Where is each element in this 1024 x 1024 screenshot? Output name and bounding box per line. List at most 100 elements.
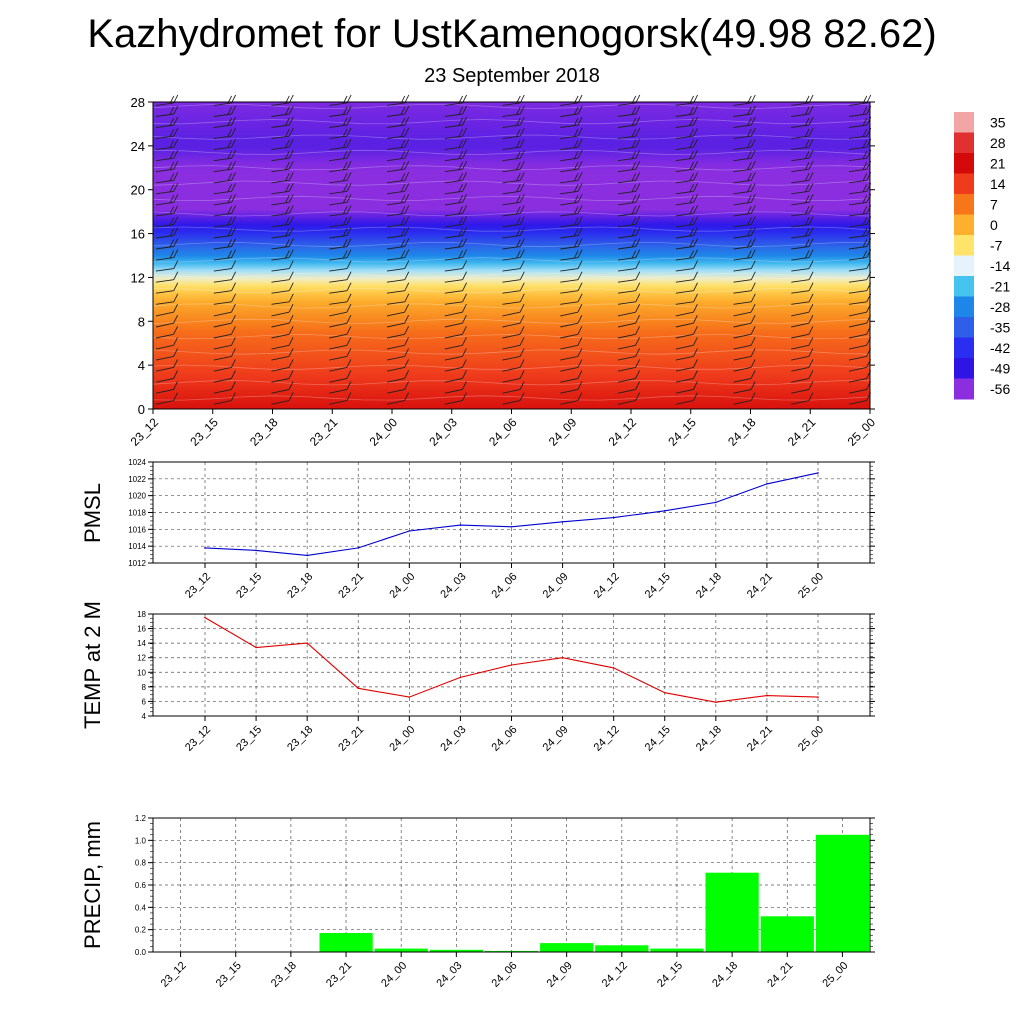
wind-barb xyxy=(733,337,756,350)
y-tick-label: 12 xyxy=(137,654,146,663)
wind-barb xyxy=(386,194,410,206)
x-tick-label: 23_15 xyxy=(187,415,221,449)
wind-barb xyxy=(733,303,756,317)
contour-line xyxy=(152,134,871,140)
wind-barb xyxy=(329,303,352,317)
x-tick-label: 24_15 xyxy=(643,724,673,754)
wind-barb xyxy=(155,260,179,272)
wind-barb xyxy=(444,260,468,272)
wind-barb xyxy=(733,314,756,328)
wind-barb xyxy=(386,381,410,394)
pmsl-point xyxy=(817,472,819,474)
wind-barb xyxy=(502,172,525,184)
wind-barb xyxy=(791,238,814,250)
wind-barb xyxy=(213,271,237,283)
wind-barb xyxy=(271,249,294,261)
x-tick-label: 25_00 xyxy=(796,571,826,601)
y-tick-label: 0.0 xyxy=(135,948,147,957)
pmsl-point xyxy=(561,521,564,523)
wind-barb xyxy=(733,149,756,162)
wind-barb xyxy=(155,127,179,140)
wind-barb xyxy=(444,127,468,140)
temp-ylabel: TEMP at 2 M xyxy=(80,601,105,729)
x-tick-label: 24_12 xyxy=(592,571,622,601)
wind-barb xyxy=(271,183,294,195)
colorbar-swatch xyxy=(954,276,974,297)
x-tick-label: 23_12 xyxy=(159,960,189,990)
wind-barb xyxy=(155,370,179,383)
wind-barb xyxy=(502,260,525,272)
temp-point xyxy=(715,701,717,703)
wind-barb xyxy=(675,205,699,217)
wind-barb xyxy=(502,138,525,151)
temp-frame xyxy=(152,613,871,717)
wind-barb xyxy=(733,348,756,361)
x-tick-label: 24_00 xyxy=(387,571,417,601)
wind-barb xyxy=(155,337,179,350)
wind-barb xyxy=(617,282,641,294)
wind-barb xyxy=(617,227,641,239)
wind-barb xyxy=(560,205,583,217)
wind-barb xyxy=(329,293,352,305)
wind-barb xyxy=(444,282,468,294)
wind-barb xyxy=(502,381,525,394)
wind-barb xyxy=(444,348,467,361)
wind-barb xyxy=(617,293,641,305)
x-tick-label: 24_00 xyxy=(367,415,401,449)
wind-barb xyxy=(502,249,525,261)
wind-barb xyxy=(560,138,583,151)
wind-barb xyxy=(271,293,294,305)
wind-barb xyxy=(271,359,294,372)
wind-barb xyxy=(444,326,467,339)
x-tick-label: 25_00 xyxy=(845,415,879,449)
wind-barb xyxy=(444,271,468,283)
wind-barb xyxy=(791,348,814,361)
wind-barb xyxy=(733,183,756,195)
wind-barb xyxy=(502,282,525,294)
precip-bar xyxy=(540,943,594,952)
x-tick-label: 23_21 xyxy=(336,571,366,601)
wind-barb xyxy=(444,227,468,239)
pmsl-point xyxy=(459,524,462,526)
contour-line xyxy=(152,395,871,401)
wind-barb xyxy=(213,293,237,305)
wind-barb xyxy=(329,127,352,140)
x-tick-label: 23_12 xyxy=(183,724,213,754)
wind-barb xyxy=(791,282,814,294)
wind-barb xyxy=(675,138,699,151)
wind-barb xyxy=(386,348,410,361)
colorbar-label: 28 xyxy=(990,135,1006,151)
wind-barb xyxy=(155,249,179,261)
wind-barb xyxy=(386,303,410,317)
x-tick-label: 25_00 xyxy=(796,724,826,754)
wind-barb xyxy=(444,359,467,372)
wind-barb xyxy=(271,238,294,250)
precip-bar xyxy=(650,948,704,952)
y-tick-label: 0 xyxy=(138,402,145,417)
temp-point xyxy=(357,687,360,690)
wind-barb xyxy=(155,116,179,128)
x-tick-label: 25_00 xyxy=(820,960,850,990)
wind-barb xyxy=(386,127,410,140)
x-tick-label: 24_21 xyxy=(745,724,775,754)
wind-barb xyxy=(675,172,699,184)
colorbar-swatch xyxy=(954,214,974,236)
wind-barb xyxy=(617,359,641,372)
wind-barb xyxy=(502,149,525,162)
wind-barb xyxy=(271,194,294,206)
wind-barb xyxy=(213,205,237,217)
x-tick-label: 24_18 xyxy=(694,571,724,601)
wind-barb xyxy=(213,337,236,350)
y-tick-label: 8 xyxy=(142,683,147,692)
x-tick-label: 24_00 xyxy=(379,960,409,990)
wind-barb xyxy=(502,359,525,372)
wind-barb xyxy=(155,293,179,305)
colorbar-label: 35 xyxy=(990,114,1006,130)
wind-barb xyxy=(329,282,352,294)
wind-barb xyxy=(329,348,352,361)
wind-barb xyxy=(444,183,468,195)
wind-barb xyxy=(213,326,236,339)
wind-barb xyxy=(733,116,756,128)
wind-barb xyxy=(386,116,410,128)
wind-barb xyxy=(617,105,641,117)
